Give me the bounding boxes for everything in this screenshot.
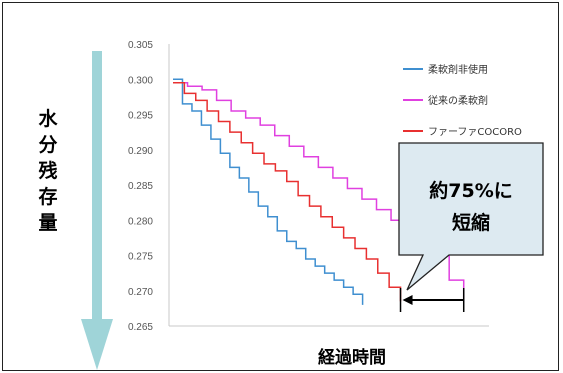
- legend-label: ファーファCOCORO: [428, 127, 522, 138]
- compare-arrow-head: [402, 295, 413, 305]
- y-tick-label: 0.280: [128, 216, 153, 227]
- chart-frame: 0.305 0.300 0.295 0.290 0.285 0.280 0.275 0.270…: [2, 2, 559, 371]
- callout-box: [398, 142, 544, 291]
- y-tick-label: 0.265: [128, 322, 153, 333]
- y-tick-label: 0.290: [128, 146, 153, 157]
- y-axis-label-char: 残: [38, 159, 57, 182]
- callout-text-line2: 短縮: [452, 211, 490, 234]
- y-axis-label-char: 分: [38, 134, 57, 156]
- callout-text-line1: 約75%に: [429, 179, 512, 202]
- y-axis-arrow-head: [81, 319, 113, 370]
- y-axis-arrow-shaft: [92, 51, 102, 321]
- y-tick-label: 0.270: [128, 287, 153, 298]
- y-tick-label: 0.300: [128, 75, 153, 86]
- series-line: [173, 78, 364, 305]
- y-axis-label-char: 量: [38, 212, 57, 234]
- drying-chart: 0.305 0.300 0.295 0.290 0.285 0.280 0.275 0.270…: [38, 40, 544, 370]
- legend-label: 柔軟剤非使用: [428, 63, 488, 76]
- y-axis-label-char: 存: [38, 185, 57, 208]
- legend-label: 従来の柔軟剤: [428, 94, 488, 107]
- series-line: [173, 82, 402, 302]
- y-tick-label: 0.285: [128, 181, 153, 192]
- y-tick-label: 0.295: [128, 111, 153, 122]
- y-axis-label-char: 水: [38, 108, 58, 130]
- y-tick-label: 0.305: [128, 40, 153, 51]
- x-axis-label: 経過時間: [318, 347, 386, 368]
- y-tick-label: 0.275: [128, 252, 153, 263]
